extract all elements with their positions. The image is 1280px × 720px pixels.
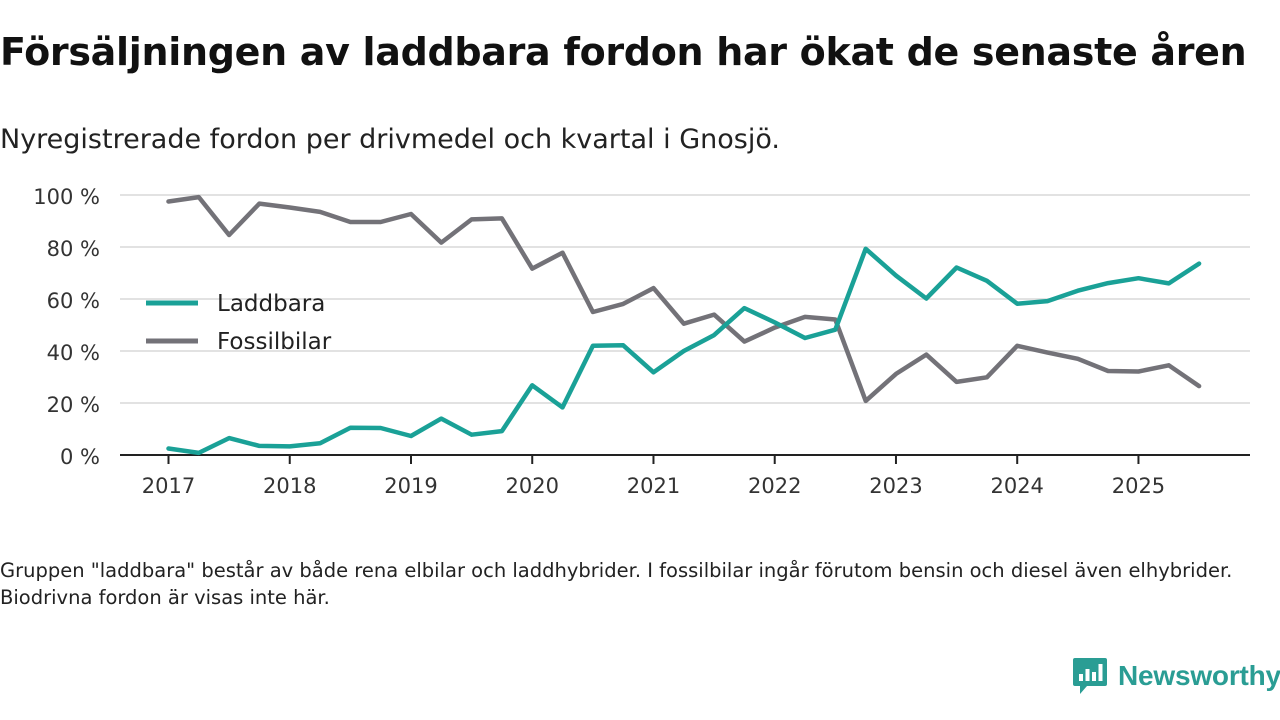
brand-name: Newsworthy: [1118, 660, 1280, 691]
gridlines: [120, 194, 1250, 456]
legend: Laddbara Fossilbilar: [146, 291, 332, 355]
x-tick-label: 2018: [263, 474, 316, 498]
x-axis-tick-labels: 2017 2018 2019 2020 2021 2022 2023 2024 2025: [142, 455, 1165, 498]
y-axis-tick-labels: 0 % 20 % 40 % 60 % 80 % 100 %: [33, 185, 100, 469]
x-tick-label: 2019: [384, 474, 437, 498]
x-tick-label: 2023: [869, 474, 922, 498]
x-tick-label: 2025: [1112, 474, 1165, 498]
x-tick-label: 2020: [506, 474, 559, 498]
y-tick-label: 0 %: [60, 445, 100, 469]
legend-label: Laddbara: [217, 291, 325, 317]
x-tick-label: 2017: [142, 474, 195, 498]
y-tick-label: 60 %: [47, 289, 100, 313]
chart-subtitle: Nyregistrerade fordon per drivmedel och …: [0, 124, 780, 155]
series-line-fossilbilar: [166, 194, 1202, 404]
legend-item-fossilbilar: Fossilbilar: [146, 329, 332, 355]
y-tick-label: 100 %: [33, 185, 100, 209]
y-tick-label: 20 %: [47, 393, 100, 417]
brand-logo[interactable]: Newsworthy: [1072, 656, 1280, 696]
footnote: Gruppen "laddbara" består av både rena e…: [0, 559, 1233, 609]
legend-item-laddbara: Laddbara: [146, 291, 325, 317]
series-line-laddbara: [166, 246, 1202, 456]
legend-label: Fossilbilar: [217, 329, 332, 355]
chart-title: Försäljningen av laddbara fordon har öka…: [0, 30, 1247, 74]
x-tick-label: 2022: [748, 474, 801, 498]
x-tick-label: 2021: [627, 474, 680, 498]
x-tick-label: 2024: [990, 474, 1043, 498]
series-lines: [166, 194, 1202, 456]
y-tick-label: 80 %: [47, 237, 100, 261]
newsworthy-logo-icon: [1073, 658, 1107, 694]
y-tick-label: 40 %: [47, 341, 100, 365]
